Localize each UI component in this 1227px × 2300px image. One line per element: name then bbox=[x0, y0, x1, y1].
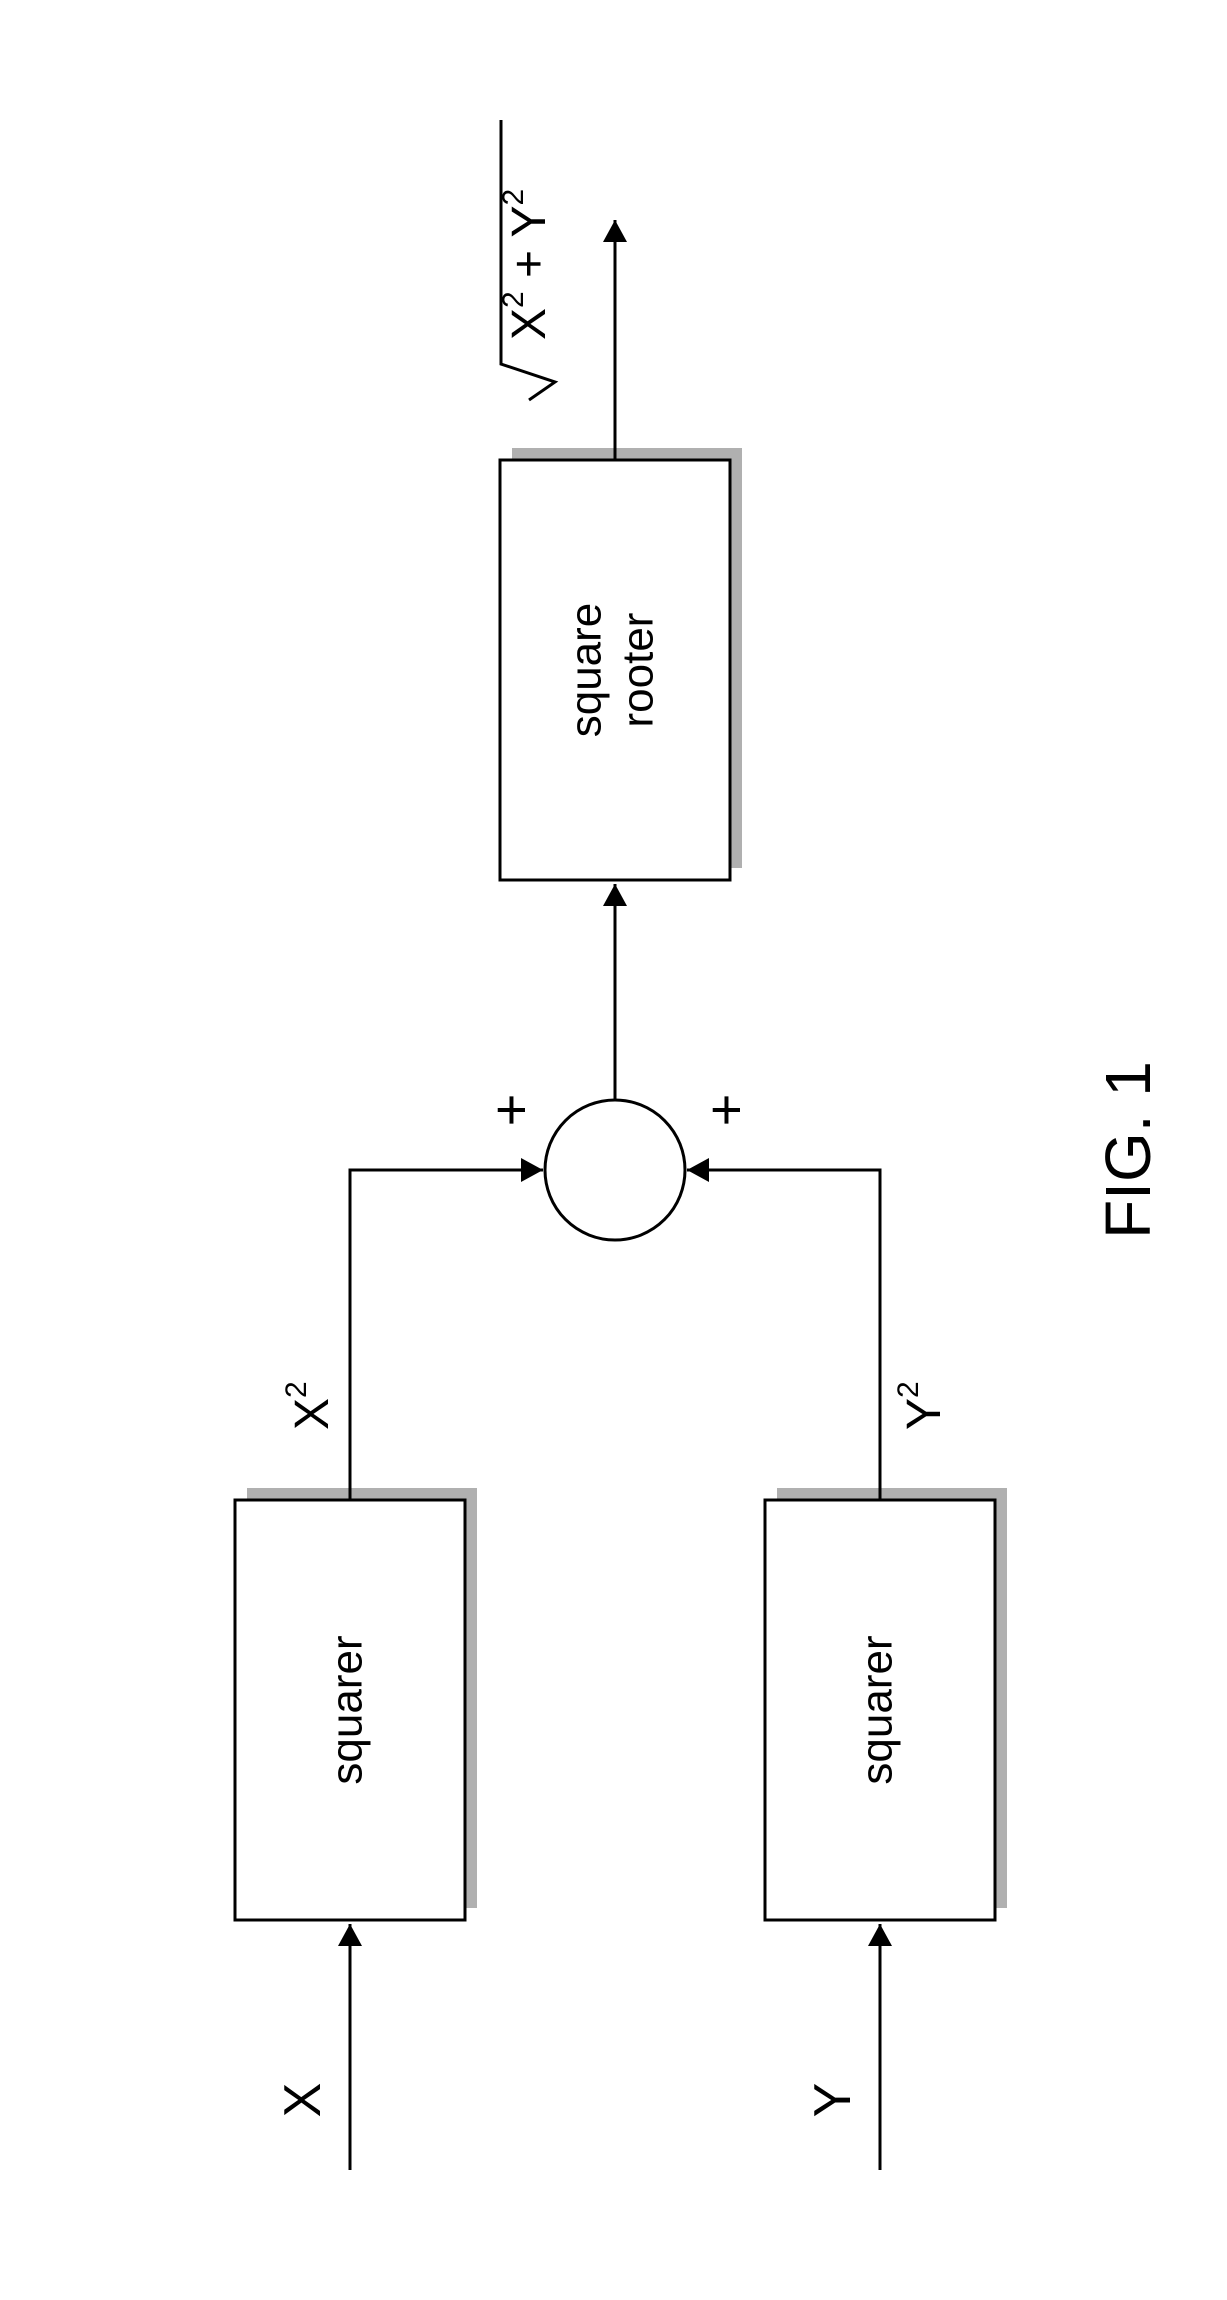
arrow-y-in bbox=[868, 1924, 892, 2170]
summing-junction bbox=[545, 1100, 685, 1240]
arrow-y2-to-sum bbox=[687, 1158, 880, 1500]
plus-top: + bbox=[479, 1094, 542, 1127]
figure-caption: FIG. 1 bbox=[1092, 1061, 1164, 1239]
arrow-x-in bbox=[338, 1924, 362, 2170]
svg-text:X2 + Y2: X2 + Y2 bbox=[497, 189, 556, 340]
figure-diagram: squarer squarer square rooter + + X Y X2… bbox=[0, 0, 1227, 2300]
input-x-label: X bbox=[274, 2083, 332, 2118]
plus-bot: + bbox=[694, 1094, 757, 1127]
square-rooter-label-2: rooter bbox=[614, 613, 663, 728]
input-y-label: Y bbox=[804, 2083, 862, 2118]
x-squared-label: X2 bbox=[280, 1381, 339, 1430]
square-rooter-label-1: square bbox=[562, 603, 611, 738]
arrow-sum-to-rooter bbox=[603, 884, 627, 1100]
squarer-top-label: squarer bbox=[323, 1635, 372, 1784]
squarer-bot-label: squarer bbox=[853, 1635, 902, 1784]
y-squared-label: Y2 bbox=[892, 1381, 951, 1430]
output-label: X2 + Y2 bbox=[497, 120, 556, 400]
arrow-x2-to-sum bbox=[350, 1158, 543, 1500]
arrow-rooter-out bbox=[603, 220, 627, 460]
